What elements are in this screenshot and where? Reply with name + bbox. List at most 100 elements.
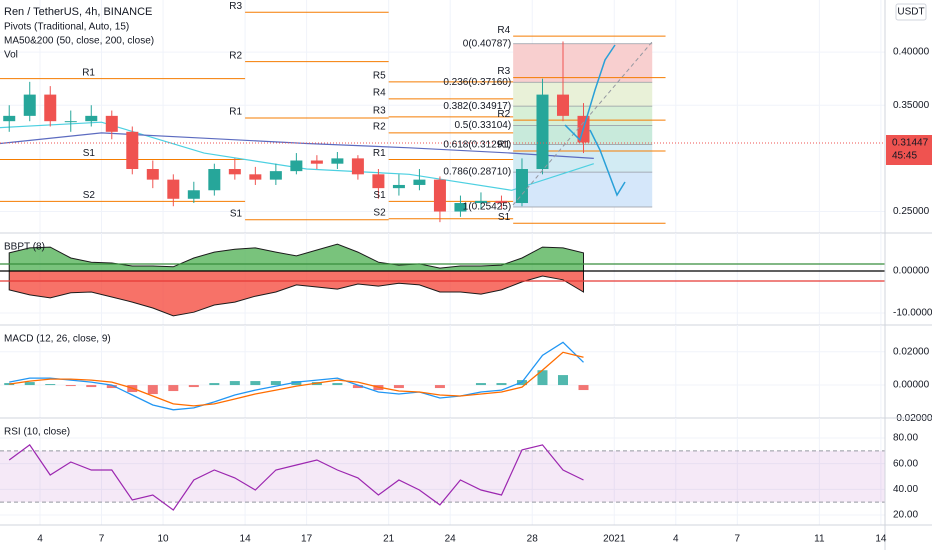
y-tick-label: 20.00 [893,510,918,521]
candle-body [515,169,528,204]
candle-body [126,131,139,170]
candle-body [474,200,487,204]
indicator-label: MA50&200 (50, close, 200, close) [4,36,154,47]
histogram-bar [45,384,56,386]
histogram-bar [537,370,548,386]
histogram-bar [496,383,507,386]
x-tick-label: 11 [814,534,825,545]
rsi-band [0,450,885,503]
pivot-label: R4 [497,25,510,36]
x-tick-label: 4 [37,534,43,545]
x-tick-label: 14 [240,534,252,545]
pivot-label: S1 [498,212,511,223]
pane-title: MACD (12, 26, close, 9) [4,334,111,345]
y-tick-label: 80.00 [893,433,918,444]
histogram-bar [352,385,363,389]
projection [512,41,653,206]
histogram-bar [147,385,158,395]
histogram-bar [250,381,261,386]
candle-body [228,169,241,175]
y-tick-label: 0.00000 [893,266,930,277]
candle-body [3,115,16,122]
x-tick-label: 28 [527,534,539,545]
macd-line [9,341,584,411]
candle-body [269,171,282,180]
pane [0,325,885,418]
histogram-bar [434,385,445,389]
pivot-label: R1 [497,140,510,151]
x-tick-label: 4 [673,534,679,545]
currency: USDT [897,7,924,18]
pivot-label: R3 [497,66,510,77]
pane [0,418,885,525]
histogram-bar [557,375,568,386]
pane [0,233,885,325]
fib-label: 0.5(0.33104) [454,120,511,131]
moving-average [0,121,594,191]
pivot-label: S1 [230,208,243,219]
candle-body [536,94,549,170]
y-tick-label: 0.02000 [893,346,930,357]
histogram-bar [270,381,281,386]
y-tick-label: 60.00 [893,458,918,469]
histogram-bar [65,385,76,387]
candle-body [167,179,180,199]
chart-title: Ren / TetherUS, 4h, BINANCE [4,6,152,18]
pivot-label: S1 [373,190,386,201]
projection-arrow [589,129,626,197]
x-tick-label: 7 [735,534,741,545]
fib-label: 0.382(0.34917) [443,101,511,112]
power-area [8,270,585,317]
pane [0,0,885,233]
y-tick-label: 40.00 [893,484,918,495]
y-tick-label: 0.35000 [893,100,930,111]
histogram-bar [332,383,343,386]
pivot-label: R3 [373,106,386,117]
moving-average [0,132,594,159]
x-tick-label: 21 [383,534,395,545]
candle-body [331,158,344,164]
candle-body [495,200,508,204]
fib-label: 0.786(0.28710) [443,167,511,178]
candle-body [556,94,569,116]
candle-body [146,169,159,180]
x-tick-label: 24 [445,534,457,545]
y-tick-label: 0.25000 [893,206,930,217]
pivot-label: R3 [229,1,242,12]
y-tick-label: -10.00000 [893,308,932,319]
pivot-label: S1 [83,148,96,159]
pivot-label: S2 [83,190,96,201]
candle-body [290,160,303,172]
histogram-bar [209,383,220,386]
fib-band [513,82,653,107]
projection-arrow [564,44,616,142]
pane-title: RSI (10, close) [4,427,70,438]
candle-body [454,203,467,212]
histogram-bar [106,385,117,389]
pivot-label: R2 [373,122,386,133]
pivot-label: R1 [373,148,386,159]
histogram-bar [86,385,97,388]
pivot-label: R1 [229,107,242,118]
histogram-bar [393,385,404,389]
countdown: 45:45 [892,151,917,162]
candle-body [64,121,77,123]
price-badge [886,134,932,165]
x-tick-label: 17 [301,534,313,545]
histogram-bar [229,381,240,386]
candle-body [105,115,118,132]
histogram-bar [168,385,179,392]
pivot-label: R4 [373,87,386,98]
candle-body [433,179,446,212]
x-tick-label: 14 [875,534,887,545]
pane-title: BBPT (8) [4,242,45,253]
candle-body [249,174,262,180]
fib-label: 0.236(0.37160) [443,77,511,88]
candle-body [310,160,323,164]
fib-band [513,43,653,83]
fib-label: 1(0.25425) [463,202,511,213]
x-tick-label: 7 [99,534,105,545]
candle-body [351,158,364,175]
indicator-label: Pivots (Traditional, Auto, 15) [4,22,129,33]
